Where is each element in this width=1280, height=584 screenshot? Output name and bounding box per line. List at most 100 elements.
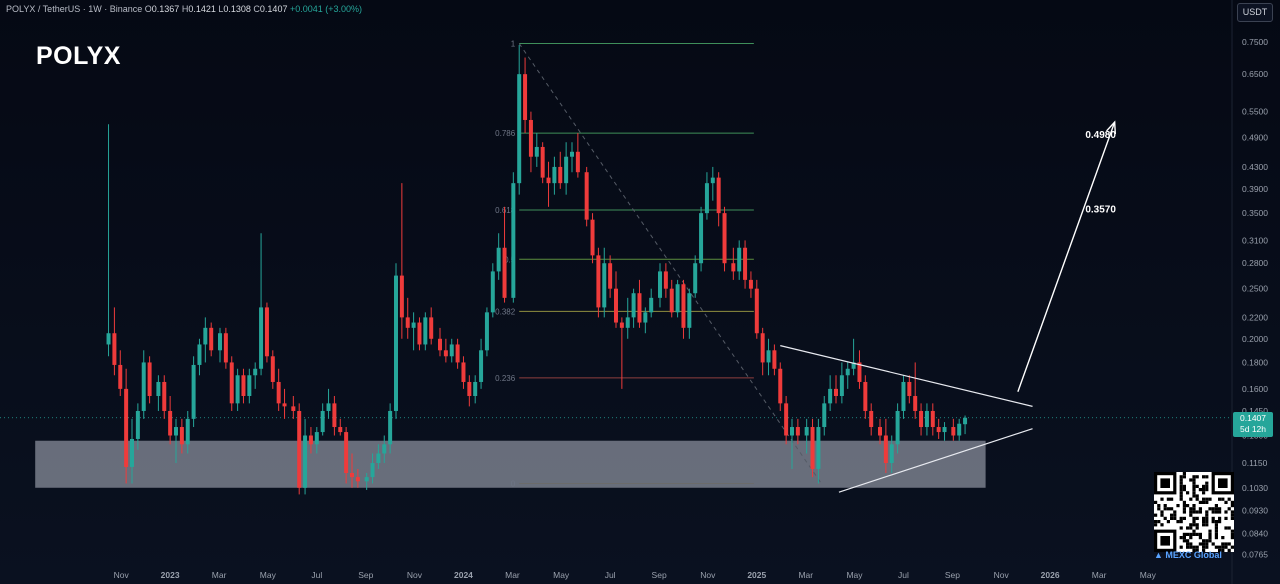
currency-button[interactable]: USDT [1237,3,1273,22]
fib-level-label: 0.786 [495,129,516,138]
candle-body [957,423,962,436]
candle-body [168,410,173,436]
candle-body [276,381,281,404]
candle-body [936,427,941,433]
target-label: 0.4980 [1085,130,1116,141]
candle-body [229,362,234,404]
candle-body [663,271,668,289]
candle-body [350,473,354,478]
candle-body [637,293,642,323]
open-value: 0.1367 [151,4,180,14]
price-axis-tick: 0.2200 [1242,312,1268,322]
fib-trend-line [518,43,822,484]
candle-body [716,177,721,214]
candle-body [438,338,442,351]
candle-body [130,438,134,467]
candle-body [722,213,727,264]
candle-body [552,166,557,184]
candle-body [857,362,862,382]
candle-body [889,444,894,464]
symbol-label[interactable]: POLYX / TetherUS · 1W · Binance [6,4,143,14]
candle-body [185,418,190,445]
candle-body [575,151,580,173]
price-axis-tick: 0.5500 [1242,107,1268,117]
candle-body [484,312,489,351]
time-axis-tick: Sep [945,570,960,580]
candle-body [291,406,296,411]
candle-body [247,375,252,397]
time-axis-tick: 2023 [161,570,180,580]
time-axis-tick: May [260,570,277,580]
candle-body [429,317,434,339]
candle-body [828,388,833,404]
candle-body [135,410,140,439]
candle-body [106,333,111,345]
price-axis-tick: 0.0840 [1242,529,1268,539]
candle-body [405,317,410,328]
candle-body [839,375,844,397]
projection-arrow [1017,121,1116,392]
candle-body [449,344,454,357]
candle-body [388,410,393,445]
projection-arrowhead [1106,120,1117,135]
price-axis-tick: 0.1150 [1242,458,1268,468]
candle-body [790,427,794,436]
price-axis-tick: 0.6500 [1242,69,1268,79]
support-zone [35,440,986,488]
qr-brand-label: ▲ MEXC Global [1154,550,1222,560]
candle-body [443,350,448,357]
price-axis-tick: 0.4300 [1242,162,1268,172]
candle-body [282,403,287,407]
chart-header: POLYX / TetherUS · 1W · Binance O0.1367 … [6,4,362,14]
candle-body [467,381,472,397]
candle-body [564,156,569,184]
candle-body [394,275,398,411]
price-axis-tick: 0.1450 [1242,406,1268,416]
candle-body [851,362,856,369]
candle-body [743,247,748,280]
candle-body [179,427,184,445]
candle-body [218,333,222,351]
candle-body [203,327,208,345]
candle-body [942,427,947,433]
fib-level-label: 0 [511,479,516,488]
candle-body [919,410,924,428]
triangle-upper-line [780,345,1033,407]
candle-body [704,183,709,214]
price-axis-tick: 0.0930 [1242,506,1268,516]
candle-body [699,213,704,264]
candle-body [772,350,777,369]
time-axis-tick: Sep [652,570,667,580]
candle-body [834,388,838,397]
candle-body [643,312,648,323]
low-label: L [218,4,224,14]
candle-body [804,427,809,436]
price-axis-tick: 0.4900 [1242,133,1268,143]
candle-body [631,293,636,318]
candle-body [320,410,325,433]
candle-body [197,344,202,365]
candle-body [878,427,882,436]
candle-body [473,381,478,397]
candle-body [355,477,360,482]
candle-body [710,177,715,184]
current-price-badge: 0.1407 5d 12h [1233,412,1273,437]
time-axis-tick: May [1140,570,1157,580]
candle-body [191,364,196,419]
candle-body [270,356,275,382]
time-axis-tick: Mar [798,570,813,580]
candle-body [596,255,601,308]
candle-body [370,463,375,478]
price-axis-tick: 0.0765 [1242,550,1268,560]
candle-body [570,151,574,157]
candle-body [338,427,343,433]
candle-body [766,350,771,363]
candle-body [423,317,428,345]
candle-body [253,368,258,376]
qr-code-icon [1154,472,1234,552]
time-axis-tick: Jul [898,570,909,580]
candle-body [681,284,686,328]
fib-level-label: 0.382 [495,307,516,316]
